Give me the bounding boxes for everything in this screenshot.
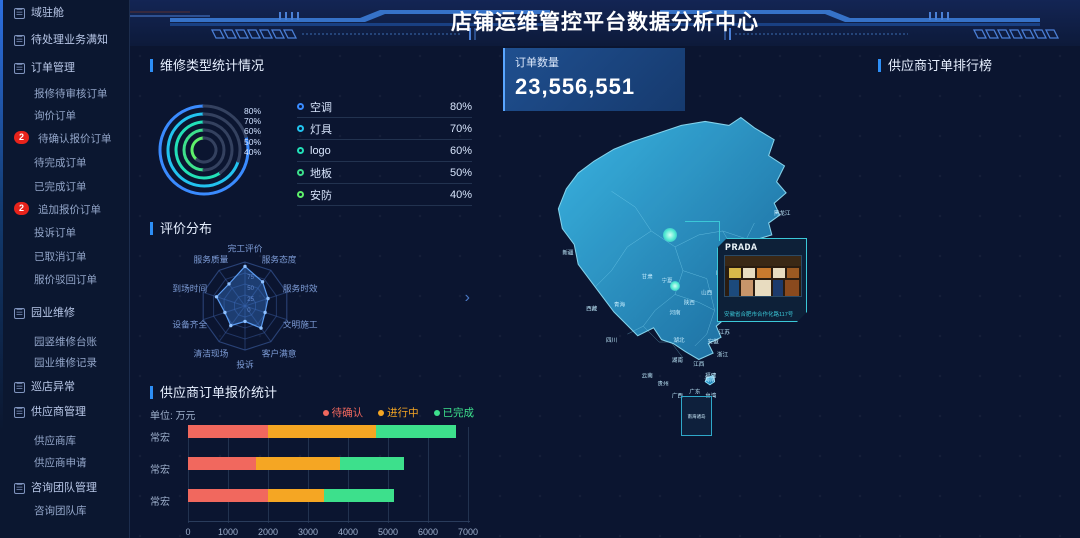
svg-text:四川: 四川 xyxy=(606,337,617,344)
svg-text:50: 50 xyxy=(247,286,254,292)
svg-text:云南: 云南 xyxy=(642,372,654,380)
svg-text:西藏: 西藏 xyxy=(586,304,598,312)
svg-text:75: 75 xyxy=(247,275,254,281)
svg-text:新疆: 新疆 xyxy=(562,249,574,257)
svg-text:广东: 广东 xyxy=(689,388,701,396)
svg-text:江苏: 江苏 xyxy=(719,328,731,336)
svg-text:25: 25 xyxy=(247,297,254,303)
svg-text:浙江: 浙江 xyxy=(717,350,729,358)
svg-text:江西: 江西 xyxy=(693,361,705,368)
svg-text:贵州: 贵州 xyxy=(658,380,669,388)
svg-text:湖南: 湖南 xyxy=(672,356,684,364)
